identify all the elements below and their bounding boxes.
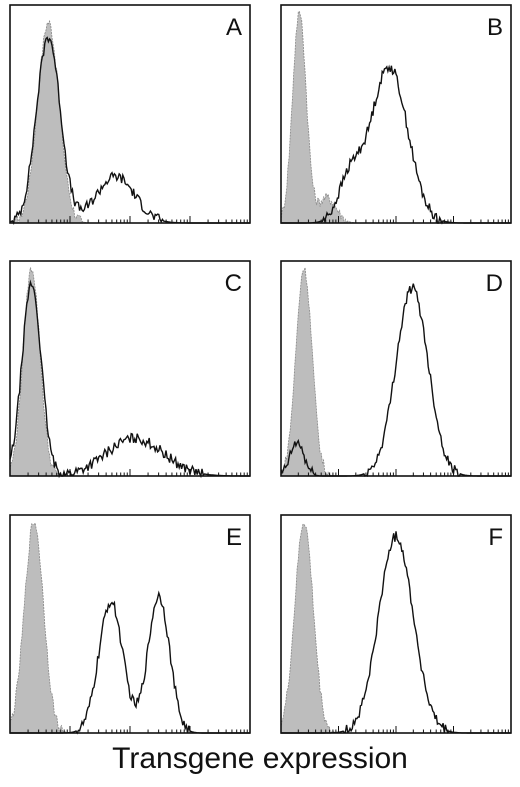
panel-letter-F: F (488, 524, 503, 551)
panel-E: E (9, 514, 251, 735)
panel-letter-E: E (226, 524, 242, 551)
panel-letter-A: A (226, 14, 242, 41)
control-histogram-A (9, 19, 250, 224)
panel-letter-B: B (487, 14, 503, 41)
panel-F: F (280, 514, 512, 734)
control-histogram-C (9, 267, 250, 477)
control-histogram-F (280, 523, 511, 734)
panel-letter-D: D (486, 270, 503, 297)
control-histogram-B (280, 10, 511, 224)
panel-B: B (280, 4, 512, 225)
x-axis-label: Transgene expression (112, 742, 408, 775)
control-histogram-E (9, 522, 250, 734)
panel-C: C (9, 260, 251, 479)
panel-D: D (280, 260, 512, 478)
panel-A: A (9, 4, 251, 226)
sample-histogram-C (9, 279, 250, 479)
panel-frame-B (280, 4, 512, 224)
panel-letter-C: C (225, 270, 242, 297)
